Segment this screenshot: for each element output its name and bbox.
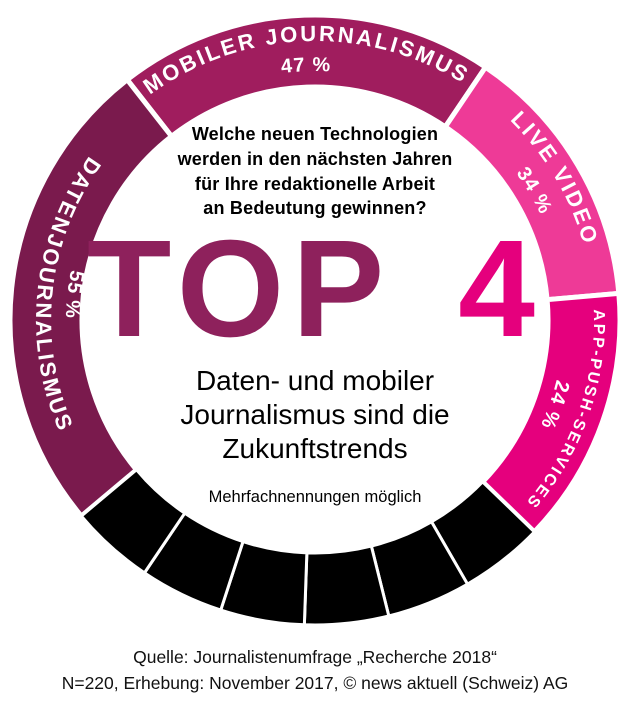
segment-datenjournalismus: [7, 76, 176, 520]
arc-percent-datenjournalismus: 55 %: [61, 269, 88, 320]
title-word: TOP: [87, 212, 393, 366]
chart-title: TOP 4: [0, 220, 630, 358]
segment-other-6: [79, 467, 187, 575]
source-footer: Quelle: Journalistenumfrage „Recherche 2…: [0, 644, 630, 697]
sample-line: N=220, Erhebung: November 2017, © news a…: [61, 673, 569, 694]
title-number: 4: [458, 212, 543, 366]
chart-note: Mehrfachnennungen möglich: [208, 488, 422, 506]
arc-percent-mobiler-journalismus: 47 %: [280, 54, 332, 78]
source-line: Quelle: Journalistenumfrage „Recherche 2…: [133, 647, 497, 667]
chart-question: Welche neuen Technologien werden in den …: [177, 124, 453, 219]
chart-subtitle: Daten- und mobiler Journalismus sind die…: [180, 365, 450, 465]
